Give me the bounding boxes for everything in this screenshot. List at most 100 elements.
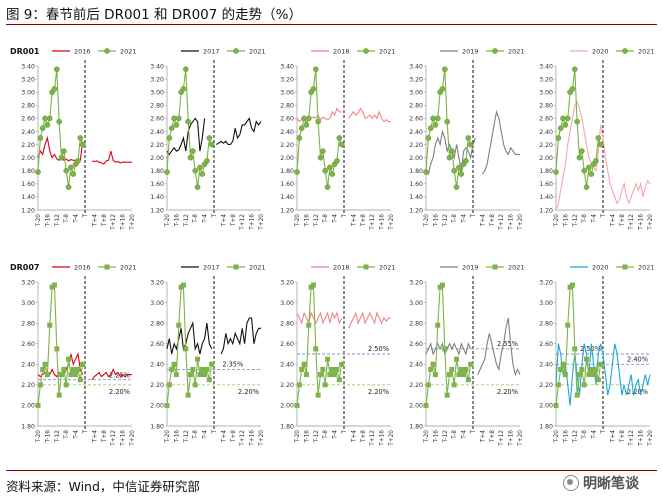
y-tick-label: 2.20	[150, 142, 164, 149]
x-tick-label: T+4	[610, 430, 616, 443]
data-point-2021	[439, 282, 445, 288]
data-point-2021	[303, 372, 309, 378]
panel-label: DR007	[10, 263, 40, 272]
data-point-2021	[458, 171, 465, 177]
y-tick-label: 2.60	[409, 341, 423, 348]
x-tick-label: T+8	[361, 214, 367, 227]
legend-marker-2021	[104, 48, 110, 54]
data-point-2021	[593, 366, 599, 372]
data-point-2021	[199, 366, 205, 372]
data-point-2021	[558, 366, 564, 372]
data-point-2021	[577, 372, 582, 378]
data-point-2021	[463, 158, 469, 164]
y-tick-label: 2.40	[21, 362, 35, 369]
y-tick-label: 3.00	[539, 89, 553, 96]
figure-header: 图 9：春节前后 DR001 和 DR007 的走势（%）	[6, 2, 657, 25]
legend-label-compare: 2016	[74, 264, 91, 272]
x-tick-label: T+12	[111, 214, 117, 231]
y-tick-label: 2.80	[150, 103, 164, 110]
x-tick-label: T-16	[304, 214, 310, 228]
x-tick-label: T+4	[351, 214, 357, 227]
x-tick-label: T+4	[92, 430, 98, 443]
data-point-2021	[571, 66, 578, 73]
data-point-2021	[586, 372, 592, 378]
x-tick-label: T	[212, 214, 218, 219]
x-tick-label: T+4	[92, 214, 98, 227]
y-tick-label: 3.20	[409, 279, 423, 286]
data-point-2021	[164, 402, 170, 408]
data-point-2021	[166, 382, 172, 388]
x-tick-label: T-8	[582, 214, 588, 224]
x-tick-label: T+8	[102, 430, 108, 443]
x-tick-label: T-20	[295, 430, 301, 444]
data-point-2021	[47, 322, 53, 328]
y-tick-label: 3.20	[21, 76, 35, 83]
data-point-2021	[425, 382, 431, 388]
data-point-2021	[581, 382, 587, 388]
legend-label-compare: 2019	[462, 48, 479, 56]
data-point-2021	[171, 115, 177, 122]
data-point-2021	[586, 164, 592, 171]
data-point-2021	[324, 184, 331, 190]
data-point-2021	[183, 346, 189, 352]
data-point-2021	[329, 171, 336, 177]
x-tick-label: T-16	[304, 430, 310, 444]
x-tick-label: T+8	[620, 214, 626, 227]
data-point-2021	[294, 169, 300, 175]
data-point-2021	[56, 118, 63, 125]
y-tick-label: 3.40	[21, 63, 35, 70]
data-point-2021	[439, 86, 446, 92]
series-line-2021	[37, 283, 84, 406]
data-point-2021	[315, 118, 321, 125]
x-tick-label: T+4	[480, 214, 486, 227]
data-point-2021	[468, 361, 474, 367]
y-tick-label: 1.80	[539, 168, 553, 175]
data-point-2021	[176, 322, 182, 328]
y-tick-label: 1.80	[280, 423, 294, 430]
data-point-2021	[423, 402, 429, 408]
data-point-2021	[320, 148, 326, 154]
y-tick-label: 1.60	[280, 181, 294, 188]
data-point-2021	[199, 171, 206, 177]
legend-label-2021: 2021	[508, 264, 525, 272]
x-tick-label: T+4	[221, 430, 227, 443]
legend-label-compare: 2020	[592, 48, 609, 56]
x-tick-label: T-8	[452, 430, 458, 440]
data-point-2021	[79, 141, 86, 148]
data-point-2021	[305, 115, 312, 122]
series-line-compare	[425, 317, 521, 377]
data-point-2021	[441, 66, 448, 73]
x-tick-label: T+16	[121, 214, 127, 231]
data-point-2021	[39, 125, 46, 132]
legend-label-2021: 2021	[379, 264, 396, 272]
data-point-2021	[37, 382, 43, 388]
x-tick-label: T	[342, 430, 348, 435]
data-point-2021	[430, 115, 436, 122]
data-point-2021	[579, 148, 585, 154]
data-point-2021	[555, 382, 561, 388]
y-tick-label: 2.60	[21, 341, 35, 348]
data-point-2021	[318, 372, 323, 378]
x-tick-label: T+8	[102, 214, 108, 227]
data-point-2021	[44, 122, 51, 128]
data-point-2021	[54, 346, 60, 352]
x-tick-label: T-8	[193, 214, 199, 224]
data-point-2021	[44, 372, 50, 378]
data-point-2021	[192, 167, 199, 174]
data-point-2021	[336, 377, 342, 383]
data-point-2021	[312, 66, 319, 73]
x-tick-label: T-4	[592, 430, 598, 440]
reference-label: 2.55%	[497, 340, 518, 348]
panel-label: DR001	[10, 47, 40, 56]
x-tick-label: T+16	[639, 430, 645, 447]
data-point-2021	[322, 382, 328, 388]
data-point-2021	[569, 282, 575, 288]
y-tick-label: 1.60	[539, 181, 553, 188]
legend-marker-2021	[622, 264, 628, 270]
x-tick-label: T-8	[323, 214, 329, 224]
y-tick-label: 2.00	[21, 155, 35, 162]
data-point-2021	[339, 361, 345, 367]
x-tick-label: T-8	[64, 214, 70, 224]
x-tick-label: T+20	[259, 430, 265, 447]
data-point-2021	[187, 154, 194, 161]
